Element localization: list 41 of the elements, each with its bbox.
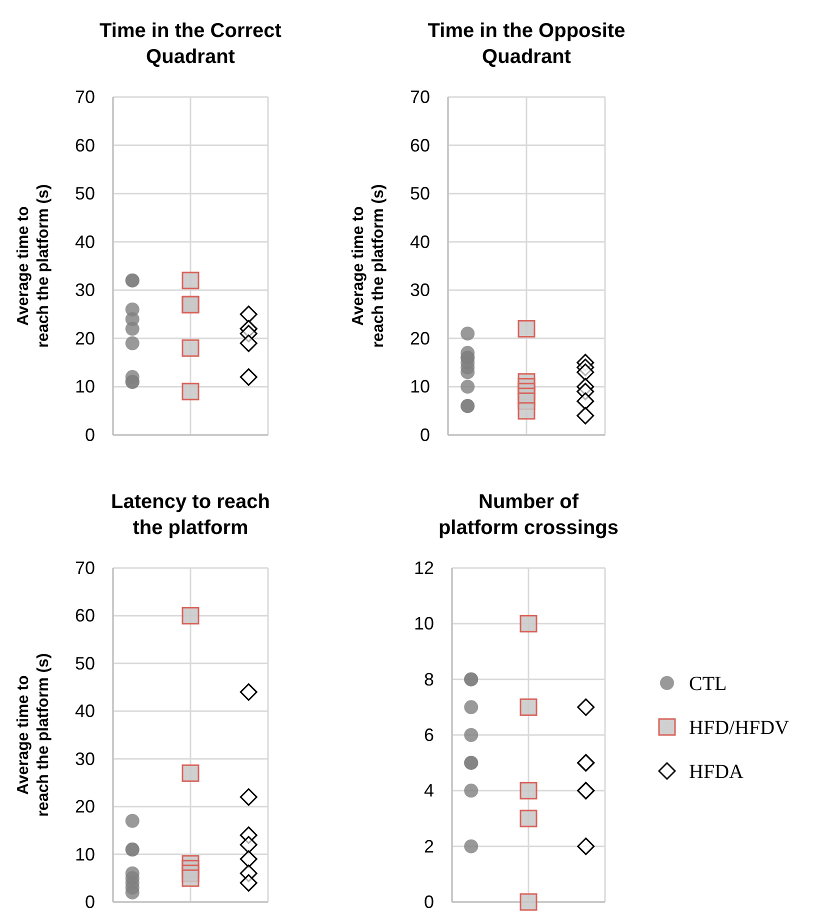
y-tick-label: 12: [414, 558, 434, 578]
y-tick-label: 6: [424, 725, 434, 745]
y-tick-label: 70: [74, 87, 95, 107]
y-tick-label: 20: [74, 796, 95, 817]
y-tick-label: 60: [410, 135, 430, 156]
y-axis-title: Average time to reach the platform (s): [350, 184, 387, 348]
y-tick-label: 0: [84, 425, 95, 445]
y-tick-label: 60: [74, 606, 95, 626]
y-tick-label: 10: [414, 614, 434, 634]
y-tick-label: 10: [410, 376, 430, 397]
y-tick-label: 40: [410, 232, 430, 252]
y-tick-label: 2: [424, 836, 434, 856]
y-tick-label: 50: [410, 184, 430, 204]
y-tick-label: 10: [74, 844, 95, 864]
y-tick-label: 20: [410, 328, 430, 348]
y-tick-label: 0: [420, 425, 430, 445]
y-tick-label: 50: [74, 653, 95, 674]
y-tick-label: 20: [74, 328, 95, 348]
y-tick-label: 30: [74, 748, 95, 769]
y-tick-label: 0: [424, 892, 434, 912]
y-tick-label: 30: [74, 280, 95, 300]
y-tick-label: 60: [74, 135, 95, 156]
y-tick-label: 30: [410, 280, 430, 300]
legend-label: HFD/HFDV: [689, 717, 790, 739]
chart-title: Number of platform crossings: [438, 491, 619, 539]
chart-title: Latency to reach the platform: [111, 491, 270, 539]
y-tick-label: 70: [74, 558, 95, 578]
y-tick-label: 40: [74, 701, 95, 722]
y-tick-label: 0: [84, 892, 95, 912]
y-tick-label: 8: [424, 669, 434, 690]
y-tick-label: 4: [424, 780, 434, 801]
y-axis-title: Average time to reach the platform (s): [15, 184, 52, 348]
y-tick-label: 40: [74, 232, 95, 252]
y-tick-label: 50: [74, 184, 95, 204]
chart-title: Time in the Correct Quadrant: [100, 20, 282, 68]
chart-title: Time in the Opposite Quadrant: [428, 20, 626, 68]
y-tick-label: 70: [410, 87, 430, 107]
y-axis-title: Average time to reach the platform (s): [15, 653, 52, 817]
legend-label: CTL: [689, 673, 727, 695]
y-tick-label: 10: [74, 376, 95, 397]
legend-label: HFDA: [689, 761, 744, 783]
